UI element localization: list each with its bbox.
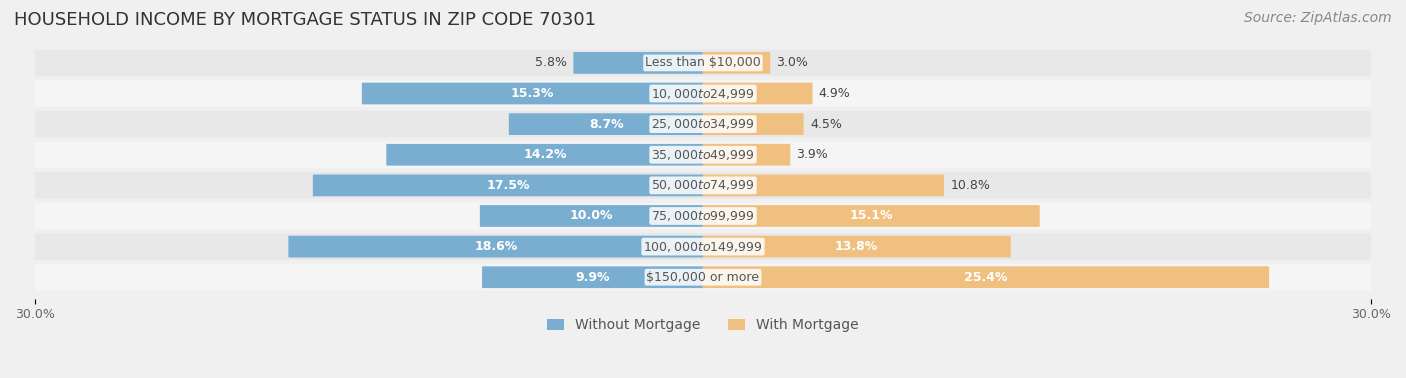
FancyBboxPatch shape xyxy=(387,144,703,166)
FancyBboxPatch shape xyxy=(35,264,1371,291)
Text: HOUSEHOLD INCOME BY MORTGAGE STATUS IN ZIP CODE 70301: HOUSEHOLD INCOME BY MORTGAGE STATUS IN Z… xyxy=(14,11,596,29)
Text: 14.2%: 14.2% xyxy=(523,148,567,161)
FancyBboxPatch shape xyxy=(361,83,703,104)
FancyBboxPatch shape xyxy=(35,111,1371,138)
Text: Less than $10,000: Less than $10,000 xyxy=(645,56,761,70)
FancyBboxPatch shape xyxy=(703,266,1270,288)
FancyBboxPatch shape xyxy=(703,205,1039,227)
Text: $150,000 or more: $150,000 or more xyxy=(647,271,759,284)
FancyBboxPatch shape xyxy=(703,236,1011,257)
Text: 25.4%: 25.4% xyxy=(965,271,1008,284)
FancyBboxPatch shape xyxy=(482,266,703,288)
Text: $100,000 to $149,999: $100,000 to $149,999 xyxy=(644,240,762,254)
Text: 3.9%: 3.9% xyxy=(797,148,828,161)
FancyBboxPatch shape xyxy=(703,144,790,166)
FancyBboxPatch shape xyxy=(35,141,1371,168)
Text: 4.5%: 4.5% xyxy=(810,118,842,131)
FancyBboxPatch shape xyxy=(703,175,943,196)
Text: $75,000 to $99,999: $75,000 to $99,999 xyxy=(651,209,755,223)
FancyBboxPatch shape xyxy=(35,50,1371,76)
Text: 17.5%: 17.5% xyxy=(486,179,530,192)
FancyBboxPatch shape xyxy=(314,175,703,196)
Text: $10,000 to $24,999: $10,000 to $24,999 xyxy=(651,87,755,101)
Text: 8.7%: 8.7% xyxy=(589,118,623,131)
FancyBboxPatch shape xyxy=(574,52,703,74)
FancyBboxPatch shape xyxy=(703,113,804,135)
FancyBboxPatch shape xyxy=(35,233,1371,260)
FancyBboxPatch shape xyxy=(35,80,1371,107)
Text: 9.9%: 9.9% xyxy=(575,271,610,284)
FancyBboxPatch shape xyxy=(703,52,770,74)
Text: 15.1%: 15.1% xyxy=(849,209,893,223)
Text: $35,000 to $49,999: $35,000 to $49,999 xyxy=(651,148,755,162)
Text: $50,000 to $74,999: $50,000 to $74,999 xyxy=(651,178,755,192)
FancyBboxPatch shape xyxy=(703,83,813,104)
Text: 13.8%: 13.8% xyxy=(835,240,879,253)
Text: 10.0%: 10.0% xyxy=(569,209,613,223)
Legend: Without Mortgage, With Mortgage: Without Mortgage, With Mortgage xyxy=(541,313,865,338)
Text: Source: ZipAtlas.com: Source: ZipAtlas.com xyxy=(1244,11,1392,25)
Text: 3.0%: 3.0% xyxy=(776,56,808,70)
Text: $25,000 to $34,999: $25,000 to $34,999 xyxy=(651,117,755,131)
Text: 15.3%: 15.3% xyxy=(510,87,554,100)
Text: 4.9%: 4.9% xyxy=(818,87,851,100)
Text: 5.8%: 5.8% xyxy=(536,56,567,70)
Text: 18.6%: 18.6% xyxy=(474,240,517,253)
FancyBboxPatch shape xyxy=(35,203,1371,229)
FancyBboxPatch shape xyxy=(35,172,1371,199)
FancyBboxPatch shape xyxy=(479,205,703,227)
FancyBboxPatch shape xyxy=(288,236,703,257)
FancyBboxPatch shape xyxy=(509,113,703,135)
Text: 10.8%: 10.8% xyxy=(950,179,990,192)
